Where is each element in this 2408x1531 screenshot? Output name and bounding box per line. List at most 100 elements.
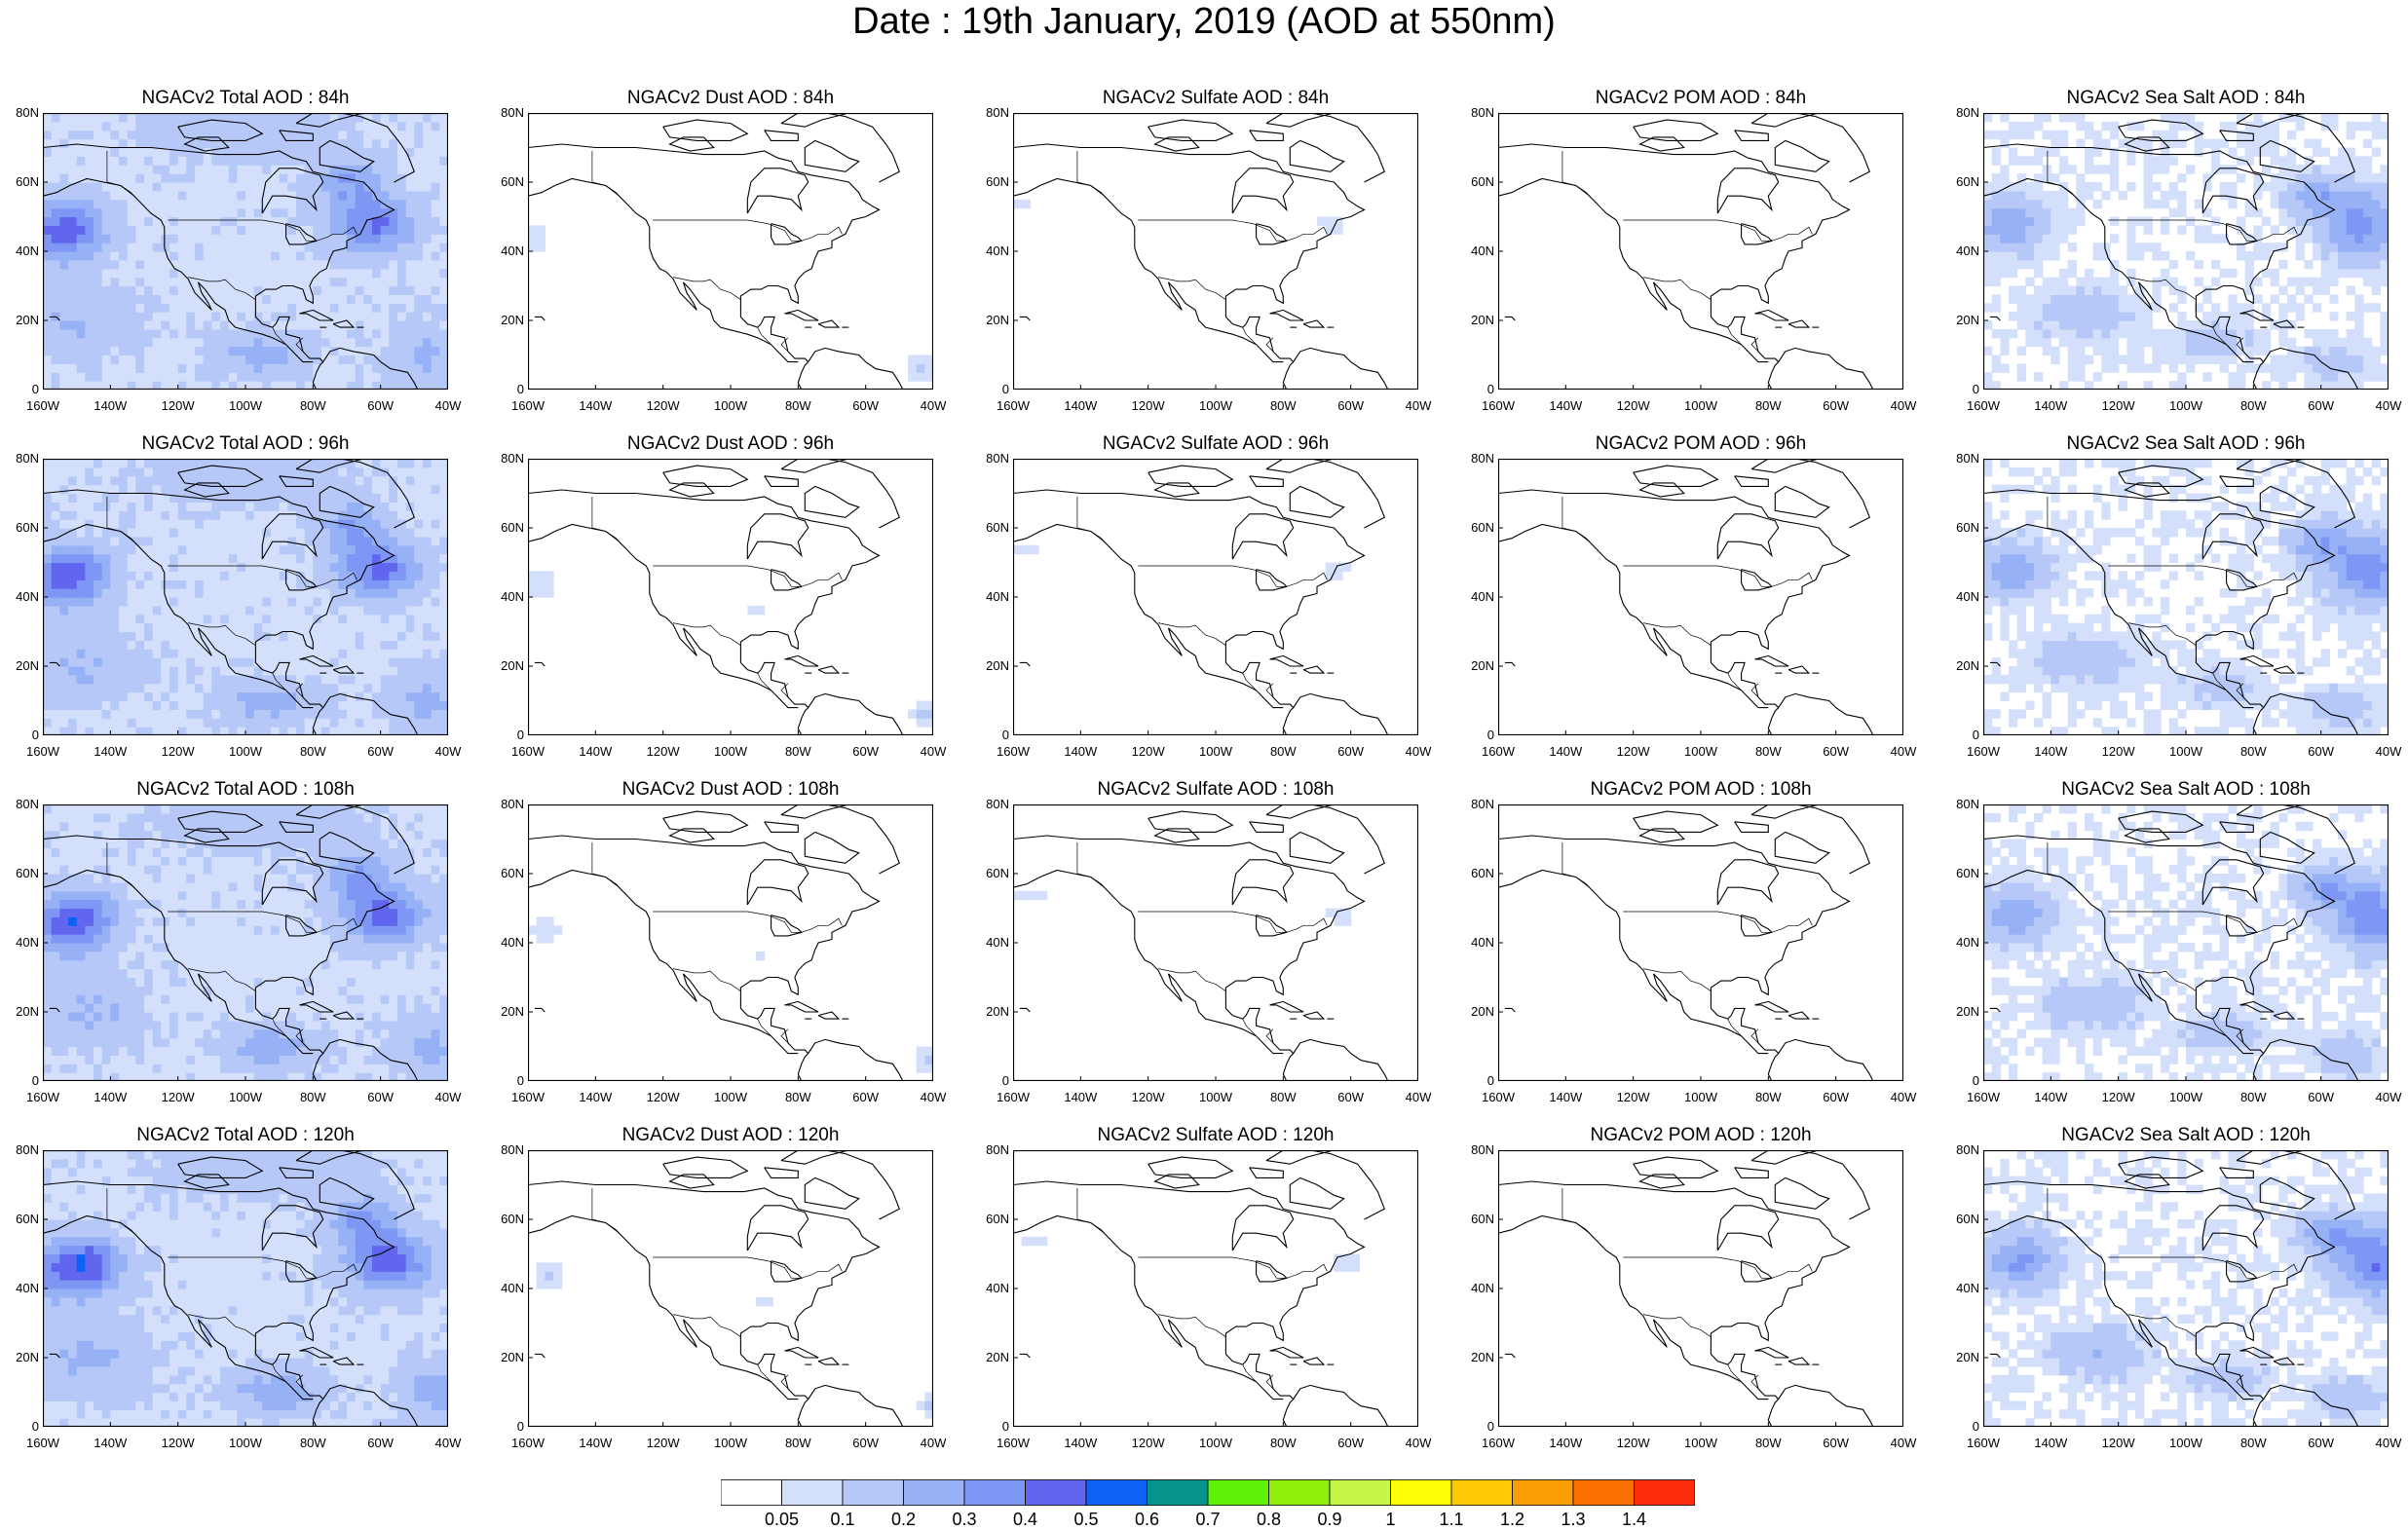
coastline	[1774, 139, 1830, 172]
coastline	[1767, 707, 1780, 735]
country-border	[1076, 151, 1105, 197]
coastline	[2280, 1150, 2355, 1220]
coastline	[1774, 485, 1830, 518]
map-panel-sulfate-84h: NGACv2 Sulfate AOD : 84h 0 20N 40N 60N 80N 160…	[970, 88, 1431, 415]
lon-tick-label: 60W	[852, 1436, 880, 1450]
panel-title: NGACv2 Sea Salt AOD : 120h	[2061, 1125, 2311, 1145]
coastline	[340, 113, 415, 183]
coastline	[1767, 361, 1780, 390]
coastline	[1231, 859, 1295, 906]
coastline	[1754, 1000, 1789, 1013]
coastline	[2201, 859, 2265, 906]
aod-field	[1983, 113, 2389, 390]
lon-tick-label: 40W	[1405, 1436, 1432, 1450]
lat-tick-label: 0	[1486, 728, 1494, 742]
coastline	[780, 113, 850, 128]
colorbar-swatch	[842, 1479, 904, 1506]
lon-tick-label: 100W	[1684, 1436, 1717, 1450]
coastline	[299, 309, 334, 321]
lat-tick-label: 80N	[986, 797, 1009, 811]
coastline	[279, 1167, 314, 1178]
country-border	[1623, 1256, 1813, 1279]
lon-tick-label: 100W	[1684, 1090, 1717, 1104]
lat-tick-label: 60N	[16, 520, 39, 535]
coastline	[1231, 168, 1295, 214]
lon-tick-label: 140W	[1064, 398, 1098, 413]
lat-tick-label: 0	[31, 728, 39, 742]
lon-tick-label: 60W	[1337, 744, 1365, 759]
lat-tick-label: 0	[516, 382, 524, 396]
figure-title: Date : 19th January, 2019 (AOD at 550nm)	[852, 1, 1556, 42]
lon-tick-label: 160W	[26, 744, 59, 759]
coastline	[1282, 1053, 1295, 1081]
lon-tick-label: 60W	[852, 744, 880, 759]
country-border	[1727, 1018, 1742, 1037]
country-border	[1623, 911, 1813, 933]
lat-tick-label: 0	[1001, 1073, 1009, 1088]
coastline	[780, 1150, 850, 1165]
lat-tick-label: 0	[1001, 1419, 1009, 1434]
lat-tick-label: 20N	[986, 313, 1009, 327]
coastline	[1734, 821, 1769, 833]
aod-field	[1013, 890, 1352, 926]
aod-field	[1021, 1236, 1360, 1272]
coastline	[2118, 119, 2204, 141]
lat-tick-label: 40N	[1956, 243, 1979, 258]
coastline	[1795, 113, 1870, 183]
country-border	[2128, 277, 2197, 300]
lat-tick-label: 40N	[986, 1281, 1009, 1295]
lon-tick-label: 140W	[94, 1090, 128, 1104]
coastline	[1282, 707, 1295, 735]
map-panel-seasalt-84h: NGACv2 Sea Salt AOD : 84h 0 20N 40N 60N 80N 16…	[1940, 88, 2401, 415]
lon-tick-label: 120W	[1131, 398, 1165, 413]
lat-tick-label: 20N	[1956, 313, 1979, 327]
coastline	[1282, 1399, 1295, 1427]
coastline	[1754, 1346, 1789, 1359]
lon-tick-label: 60W	[2308, 398, 2335, 413]
coastline	[825, 804, 900, 875]
coastline	[1750, 804, 1821, 819]
map-panel-sulfate-108h: NGACv2 Sulfate AOD : 108h 0 20N 40N 60N 80N 16…	[970, 779, 1431, 1106]
lat-tick-label: 0	[1486, 1073, 1494, 1088]
coastline	[1734, 130, 1769, 141]
country-border	[1750, 1374, 1759, 1390]
lat-tick-label: 0	[1001, 382, 1009, 396]
country-border	[757, 1363, 771, 1383]
lat-tick-label: 0	[31, 382, 39, 396]
country-border	[168, 219, 357, 242]
country-border	[2047, 842, 2075, 888]
coastline	[1013, 489, 1389, 735]
coastline	[784, 309, 819, 321]
country-border	[1727, 1363, 1742, 1383]
aod-map	[1013, 459, 1418, 735]
coastline	[2236, 113, 2306, 128]
coastline	[1983, 143, 2359, 390]
coastline	[662, 119, 749, 141]
lon-tick-label: 60W	[1823, 744, 1850, 759]
coastline	[2236, 459, 2306, 473]
country-border	[673, 622, 741, 646]
coastline	[1734, 1167, 1769, 1178]
aod-field	[528, 571, 933, 728]
coastline	[1750, 459, 1821, 473]
country-border	[1138, 1256, 1328, 1279]
coastline	[528, 177, 799, 363]
lon-tick-label: 100W	[229, 744, 262, 759]
coastline	[1498, 1180, 1874, 1427]
lon-tick-label: 60W	[2308, 744, 2335, 759]
coastline	[534, 1353, 546, 1359]
lon-tick-label: 80W	[1754, 744, 1782, 759]
country-border	[272, 672, 286, 691]
aod-field	[1983, 804, 2389, 1081]
lon-tick-label: 160W	[997, 398, 1030, 413]
lon-tick-label: 160W	[1482, 398, 1515, 413]
country-border	[673, 277, 741, 300]
coastline	[1289, 485, 1345, 518]
lon-tick-label: 80W	[1269, 398, 1297, 413]
coastline	[261, 168, 324, 214]
coastline	[804, 831, 860, 864]
coastline	[2124, 828, 2170, 843]
lon-tick-label: 160W	[1482, 744, 1515, 759]
lat-tick-label: 60N	[16, 866, 39, 880]
lat-tick-label: 40N	[1471, 589, 1494, 604]
